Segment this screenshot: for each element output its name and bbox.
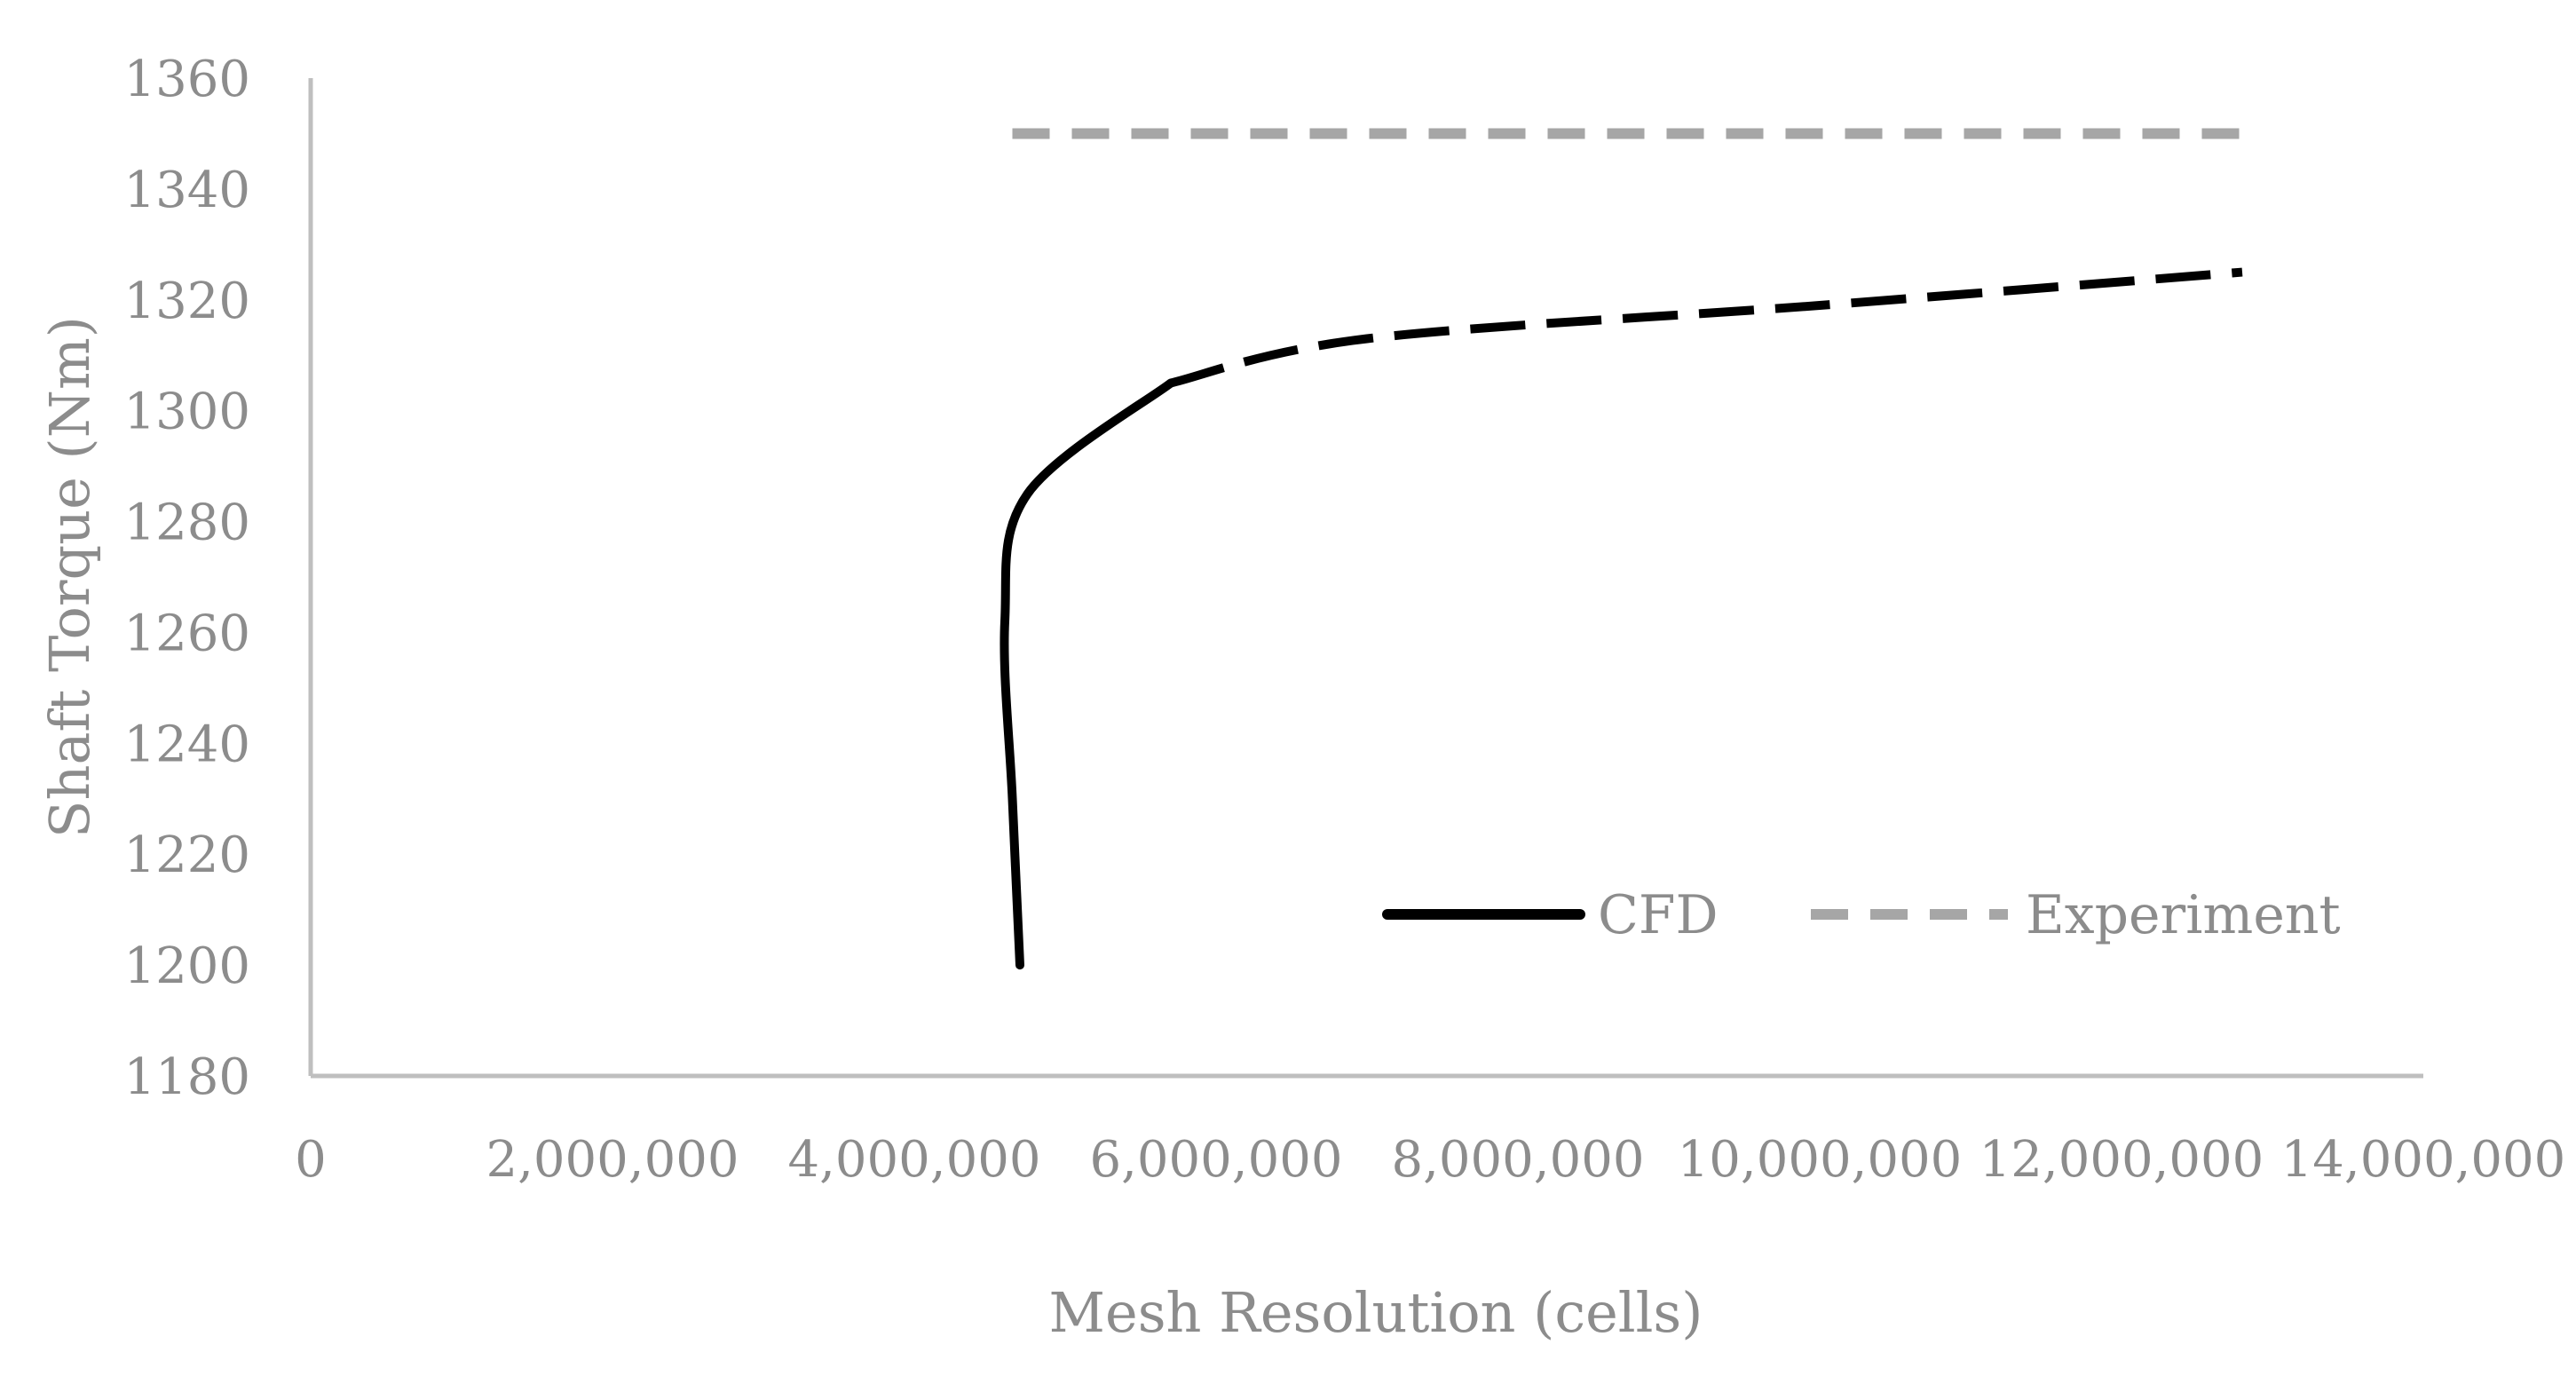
x-tick-label: 6,000,000	[1089, 1131, 1342, 1189]
y-tick-label: 1320	[123, 273, 250, 330]
series-lines	[1000, 128, 2243, 970]
x-tick-label: 12,000,000	[1979, 1131, 2264, 1189]
y-tick-labels: 1180 1200 1220 1240 1260 1280 1300 1320 1340 1360	[123, 51, 250, 1106]
x-axis-title: Mesh Resolution (cells)	[1049, 1280, 1703, 1345]
legend-cfd-label: CFD	[1598, 884, 1719, 946]
y-axis-title: Shaft Torque (Nm)	[37, 316, 102, 838]
series-line-cfd-solid	[1000, 378, 1175, 970]
x-tick-label: 0	[295, 1131, 327, 1189]
y-tick-label: 1260	[123, 605, 250, 662]
y-tick-label: 1280	[123, 494, 250, 552]
x-tick-label: 4,000,000	[787, 1131, 1040, 1189]
series-line-cfd-dashed	[1169, 267, 2243, 388]
legend-experiment-label: Experiment	[2026, 884, 2341, 946]
y-tick-label: 1200	[123, 937, 250, 995]
x-tick-labels: 0 2,000,000 4,000,000 6,000,000 8,000,000 10,…	[295, 1131, 2565, 1189]
y-tick-label: 1220	[123, 826, 250, 884]
y-tick-label: 1360	[123, 51, 250, 108]
x-tick-label: 2,000,000	[486, 1131, 739, 1189]
y-tick-label: 1300	[123, 384, 250, 441]
legend: CFD Experiment	[1382, 884, 2341, 946]
x-tick-label: 14,000,000	[2281, 1131, 2566, 1189]
y-tick-label: 1240	[123, 716, 250, 773]
y-tick-label: 1340	[123, 162, 250, 219]
x-tick-label: 8,000,000	[1391, 1131, 1644, 1189]
x-tick-label: 10,000,000	[1678, 1131, 1963, 1189]
y-tick-label: 1180	[123, 1048, 250, 1106]
